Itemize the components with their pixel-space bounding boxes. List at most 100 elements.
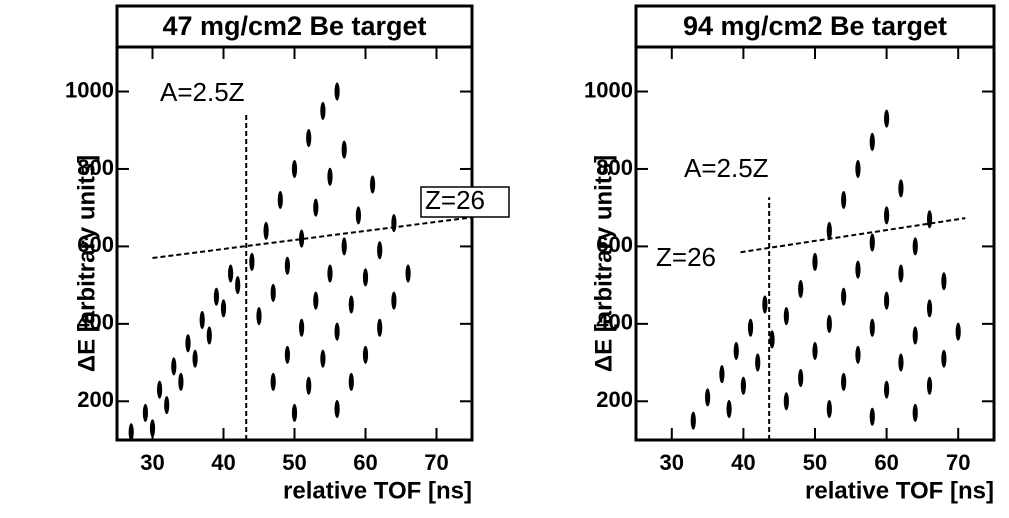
- fragment-blob: [299, 229, 305, 248]
- fragment-blob: [884, 206, 890, 225]
- fragment-blob: [912, 403, 918, 422]
- fragment-blob: [898, 264, 904, 283]
- fragment-blob: [263, 221, 269, 240]
- fragment-blob: [220, 299, 227, 318]
- label-box: [420, 186, 510, 218]
- fragment-blob: [733, 341, 739, 360]
- fragment-blob: [926, 299, 933, 318]
- fragment-blob: [869, 318, 875, 337]
- fragment-blob: [299, 318, 305, 337]
- fragment-blob: [884, 109, 890, 128]
- fragment-blob: [783, 392, 789, 411]
- fragment-blob: [306, 376, 312, 395]
- fragment-blob: [320, 101, 326, 120]
- fragment-blob: [719, 365, 725, 384]
- y-axis-label: ΔE [arbitrary units]: [73, 155, 100, 372]
- fragment-blob: [284, 345, 290, 364]
- fragment-blob: [192, 349, 198, 368]
- guide-line: [152, 216, 473, 260]
- y-tick-label: 1000: [65, 77, 114, 102]
- fragment-blob: [270, 372, 276, 391]
- y-tick-label: 200: [77, 387, 114, 412]
- fragment-blob: [377, 241, 383, 260]
- fragment-blob: [277, 190, 283, 209]
- guide-label: Z=26: [425, 185, 485, 215]
- fragment-blob: [313, 198, 319, 217]
- fragment-blob: [926, 210, 933, 229]
- fragment-blob: [841, 190, 847, 209]
- y-tick-label: 800: [77, 155, 114, 180]
- fragment-blob: [726, 400, 732, 419]
- fragment-blob: [128, 423, 134, 442]
- x-axis-label: relative TOF [ns]: [283, 477, 472, 504]
- y-tick-label: 1000: [584, 77, 633, 102]
- y-tick-label: 600: [596, 232, 633, 257]
- fragment-blob: [327, 264, 333, 283]
- fragment-blob: [291, 159, 298, 178]
- guide-label: A=2.5Z: [160, 77, 245, 107]
- fragment-blob: [855, 159, 861, 178]
- x-tick-label: 30: [140, 450, 164, 475]
- fragment-blob: [320, 349, 326, 368]
- fragment-blob: [370, 175, 376, 194]
- fragment-blob: [798, 369, 804, 388]
- fragment-blob: [334, 82, 340, 101]
- fragment-blob: [235, 276, 241, 295]
- fragment-blob: [812, 252, 818, 271]
- fragment-blob: [206, 326, 212, 345]
- fragment-blob: [762, 295, 768, 314]
- fragment-blob: [690, 411, 696, 430]
- fragment-blob: [178, 372, 184, 391]
- x-tick-label: 40: [731, 450, 755, 475]
- fragment-blob: [926, 376, 933, 395]
- fragment-blob: [199, 310, 205, 329]
- x-axis-label: relative TOF [ns]: [805, 477, 994, 504]
- title-box: [634, 4, 996, 49]
- fragment-blob: [869, 132, 875, 151]
- fragment-blob: [348, 372, 354, 391]
- fragment-blob: [249, 252, 255, 271]
- fragment-blob: [740, 376, 747, 395]
- x-tick-label: 70: [424, 450, 448, 475]
- guide-label: A=2.5Z: [684, 153, 769, 183]
- fragment-blob: [270, 283, 276, 302]
- fragment-blob: [941, 349, 947, 368]
- fragment-blob: [841, 287, 847, 306]
- fragment-blob: [798, 279, 804, 298]
- fragment-blob: [157, 380, 163, 399]
- fragment-blob: [171, 357, 177, 376]
- panel-title: 47 mg/cm2 Be target: [162, 11, 426, 41]
- x-tick-label: 40: [211, 450, 235, 475]
- y-tick-label: 400: [77, 310, 114, 335]
- fragment-blob: [783, 307, 789, 326]
- x-tick-label: 50: [282, 450, 306, 475]
- fragment-blob: [955, 322, 961, 341]
- fragment-blob: [228, 264, 234, 283]
- fragment-blob: [841, 372, 847, 391]
- fragment-blob: [185, 334, 191, 353]
- fragment-blob: [898, 353, 904, 372]
- fragment-blob: [341, 237, 347, 256]
- fragment-blob: [884, 380, 890, 399]
- y-tick-label: 600: [77, 232, 114, 257]
- fragment-blob: [213, 287, 219, 306]
- fragment-blob: [869, 233, 875, 252]
- fragment-blob: [855, 260, 861, 279]
- y-tick-label: 200: [596, 387, 633, 412]
- fragment-blob: [826, 400, 832, 419]
- x-tick-label: 60: [874, 450, 898, 475]
- fragment-blob: [355, 206, 361, 225]
- title-box: [115, 4, 474, 49]
- fragment-blob: [348, 295, 354, 314]
- x-tick-label: 50: [803, 450, 827, 475]
- fragment-blob: [391, 291, 397, 310]
- fragment-blob: [405, 264, 411, 283]
- fragment-blob: [341, 140, 347, 159]
- fragment-blob: [142, 403, 148, 422]
- fragment-blob: [747, 318, 754, 337]
- fragment-blob: [884, 291, 890, 310]
- x-tick-label: 60: [353, 450, 377, 475]
- fragment-blob: [306, 128, 312, 147]
- y-axis-label: ΔE [arbitrary units]: [590, 155, 617, 372]
